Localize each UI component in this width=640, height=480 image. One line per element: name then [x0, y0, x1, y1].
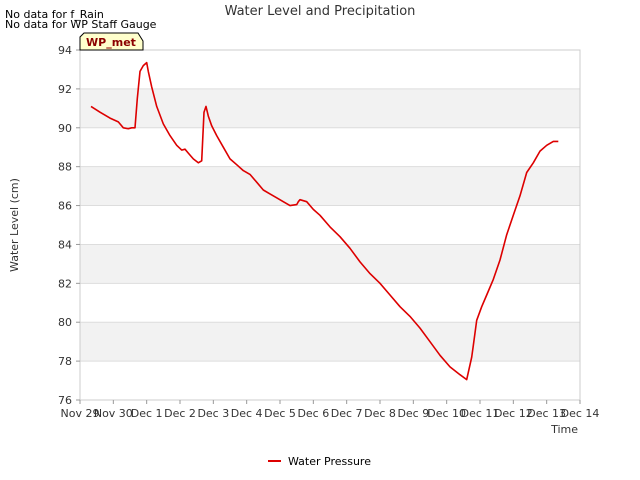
x-tick-label-14: Dec 13 [527, 407, 566, 420]
x-tick-label-8: Dec 7 [331, 407, 363, 420]
plot-border [79, 49, 581, 401]
series-line-water-pressure [90, 61, 559, 381]
x-tick-label-2: Dec 1 [131, 407, 163, 420]
x-axis-label: Time [550, 423, 578, 436]
y-tick-label-86: 86 [58, 200, 72, 213]
x-tick-label-13: Dec 12 [494, 407, 533, 420]
x-tick-label-12: Dec 11 [461, 407, 500, 420]
legend: Water Pressure [268, 455, 371, 468]
badge-label: WP_met [86, 36, 136, 49]
x-tick-label-0: Nov 29 [61, 407, 100, 420]
x-tick-label-3: Dec 2 [164, 407, 196, 420]
y-tick-label-78: 78 [58, 355, 72, 368]
y-axis-label: Water Level (cm) [8, 178, 21, 272]
band-86 [80, 166, 580, 206]
legend-label-water-pressure: Water Pressure [288, 455, 371, 468]
y-axis-ticks: 76 78 80 82 84 86 88 90 92 94 [58, 44, 80, 407]
y-tick-label-90: 90 [58, 122, 72, 135]
x-tick-label-4: Dec 3 [197, 407, 229, 420]
no-data-note-staff-gauge: No data for WP Staff Gauge [5, 18, 157, 31]
y-tick-label-88: 88 [58, 161, 72, 174]
badge-shape [79, 32, 144, 51]
x-tick-label-9: Dec 8 [364, 407, 396, 420]
x-tick-label-11: Dec 10 [427, 407, 466, 420]
x-tick-label-6: Dec 5 [264, 407, 296, 420]
y-tick-label-82: 82 [58, 277, 72, 290]
background-bands [80, 88, 580, 362]
y-tick-label-94: 94 [58, 44, 72, 57]
x-tick-label-5: Dec 4 [231, 407, 263, 420]
no-data-note-rain: No data for f_Rain [5, 8, 104, 21]
y-tick-label-92: 92 [58, 83, 72, 96]
x-tick-label-15: Dec 14 [561, 407, 600, 420]
band-78 [80, 322, 580, 362]
band-82 [80, 244, 580, 284]
x-tick-label-10: Dec 9 [397, 407, 429, 420]
x-tick-label-7: Dec 6 [297, 407, 329, 420]
plot-area [79, 49, 581, 401]
station-badge: WP_met [79, 32, 144, 51]
y-tick-label-84: 84 [58, 238, 72, 251]
x-tick-label-1: Nov 30 [94, 407, 133, 420]
chart-title: Water Level and Precipitation [225, 4, 416, 19]
y-tick-label-76: 76 [58, 394, 72, 407]
y-tick-label-80: 80 [58, 316, 72, 329]
band-90 [80, 88, 580, 128]
